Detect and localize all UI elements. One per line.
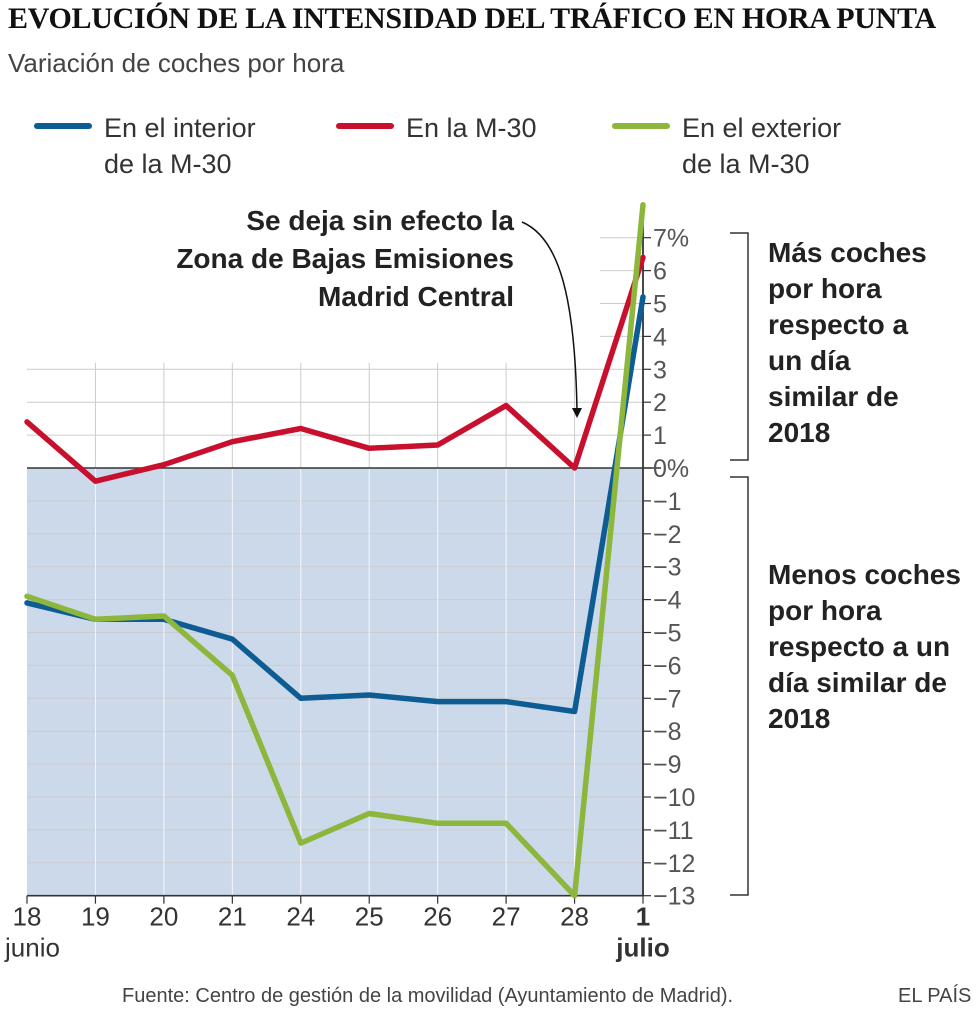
x-tick-label: 24 — [286, 902, 315, 932]
legend-label-interior-line1: En el interior — [104, 113, 256, 143]
x-tick-sublabel: junio — [4, 933, 60, 963]
side-negative-line-2: por hora — [768, 595, 882, 626]
x-tick-label: 26 — [423, 902, 452, 932]
side-positive-line-4: un día — [768, 345, 851, 376]
y-tick-label: −12 — [653, 850, 695, 878]
y-tick-label: −9 — [653, 751, 682, 779]
y-tick-label: −6 — [653, 652, 682, 680]
series-line-2 — [24, 202, 646, 899]
y-tick-label: −4 — [653, 587, 682, 615]
annotation-line-3: Madrid Central — [317, 281, 514, 312]
chart-subtitle: Variación de coches por hora — [8, 48, 345, 78]
annotation-arrow-line — [521, 221, 578, 411]
annotation-arrow — [521, 221, 582, 418]
y-tick-label: −5 — [653, 620, 682, 648]
x-tick-sublabel: julio — [615, 933, 669, 963]
y-tick-label: 0% — [653, 455, 689, 483]
side-positive-line-6: 2018 — [768, 417, 831, 448]
x-tick-label: 21 — [218, 902, 247, 932]
y-tick-label: 6 — [653, 258, 667, 286]
y-tick-label: −2 — [653, 521, 682, 549]
y-tick-label: 1 — [653, 422, 667, 450]
side-label-negative: Menos coches por hora respecto a un día … — [768, 557, 980, 737]
side-label-positive: Más coches por hora respecto a un día si… — [768, 235, 980, 451]
legend-item-m30: En la M-30 — [336, 110, 636, 150]
legend-label-exterior-line1: En el exterior — [682, 113, 842, 143]
grid-lines — [27, 237, 643, 897]
positive-bracket — [730, 232, 749, 461]
y-tick-label: −3 — [653, 554, 682, 582]
y-axis-ticks: 7% 6 5 4 3 2 1 0% −1 −2 −3 −4 −5 −6 −7 −8 −9 −10 −11 −12 −13 — [643, 225, 695, 911]
annotation-line-2: Zona de Bajas Emisiones — [176, 243, 514, 274]
negative-bracket — [730, 476, 749, 896]
side-negative-line-4: día similar de — [768, 667, 947, 698]
side-positive-line-2: por hora — [768, 273, 882, 304]
brand-credit: EL PAÍS — [898, 985, 972, 1007]
x-tick-label: 28 — [560, 902, 589, 932]
y-tick-label: −10 — [653, 784, 695, 812]
source-note: Fuente: Centro de gestión de la movilida… — [122, 985, 734, 1007]
legend-label-interior-line2: de la M-30 — [104, 149, 232, 179]
side-positive-line-1: Más coches — [768, 237, 927, 268]
legend-swatch-m30 — [336, 123, 394, 129]
side-negative-line-1: Menos coches — [768, 559, 961, 590]
annotation-text: Se deja sin efecto la Zona de Bajas Emis… — [176, 202, 514, 316]
annotation-line-1: Se deja sin efecto la — [246, 205, 514, 236]
y-tick-label: 3 — [653, 356, 667, 384]
y-tick-label: −7 — [653, 685, 682, 713]
y-tick-label: −1 — [653, 488, 682, 516]
y-tick-label: 7% — [653, 225, 689, 253]
legend-swatch-interior — [34, 123, 92, 129]
side-negative-line-5: 2018 — [768, 703, 831, 734]
x-tick-label: 18 — [13, 902, 42, 932]
series-lines — [24, 202, 646, 899]
x-tick-label: 19 — [81, 902, 110, 932]
chart-title: EVOLUCIÓN DE LA INTENSIDAD DEL TRÁFICO E… — [8, 2, 936, 35]
legend-label-exterior-line2: de la M-30 — [682, 149, 810, 179]
y-tick-label: −8 — [653, 718, 682, 746]
x-tick-label: 27 — [492, 902, 521, 932]
legend-label-m30: En la M-30 — [406, 113, 537, 143]
legend-item-exterior: En el exterior de la M-30 — [612, 110, 912, 184]
x-tick-label: 20 — [149, 902, 178, 932]
y-tick-label: −11 — [653, 817, 694, 845]
negative-area-background — [27, 468, 643, 896]
annotation-arrow-head — [572, 408, 582, 418]
side-positive-line-5: similar de — [768, 381, 899, 412]
y-tick-label: 5 — [653, 291, 667, 319]
y-tick-label: 4 — [653, 323, 667, 351]
series-line-1 — [24, 254, 646, 484]
y-tick-label: −13 — [653, 883, 695, 911]
side-brackets — [730, 232, 749, 896]
legend-item-interior: En el interior de la M-30 — [34, 110, 334, 184]
y-tick-label: 2 — [653, 389, 667, 417]
side-negative-line-3: respecto a un — [768, 631, 951, 662]
x-tick-label: 1 — [636, 902, 650, 932]
legend-swatch-exterior — [612, 123, 670, 129]
side-positive-line-3: respecto a — [768, 309, 909, 340]
x-tick-label: 25 — [355, 902, 384, 932]
